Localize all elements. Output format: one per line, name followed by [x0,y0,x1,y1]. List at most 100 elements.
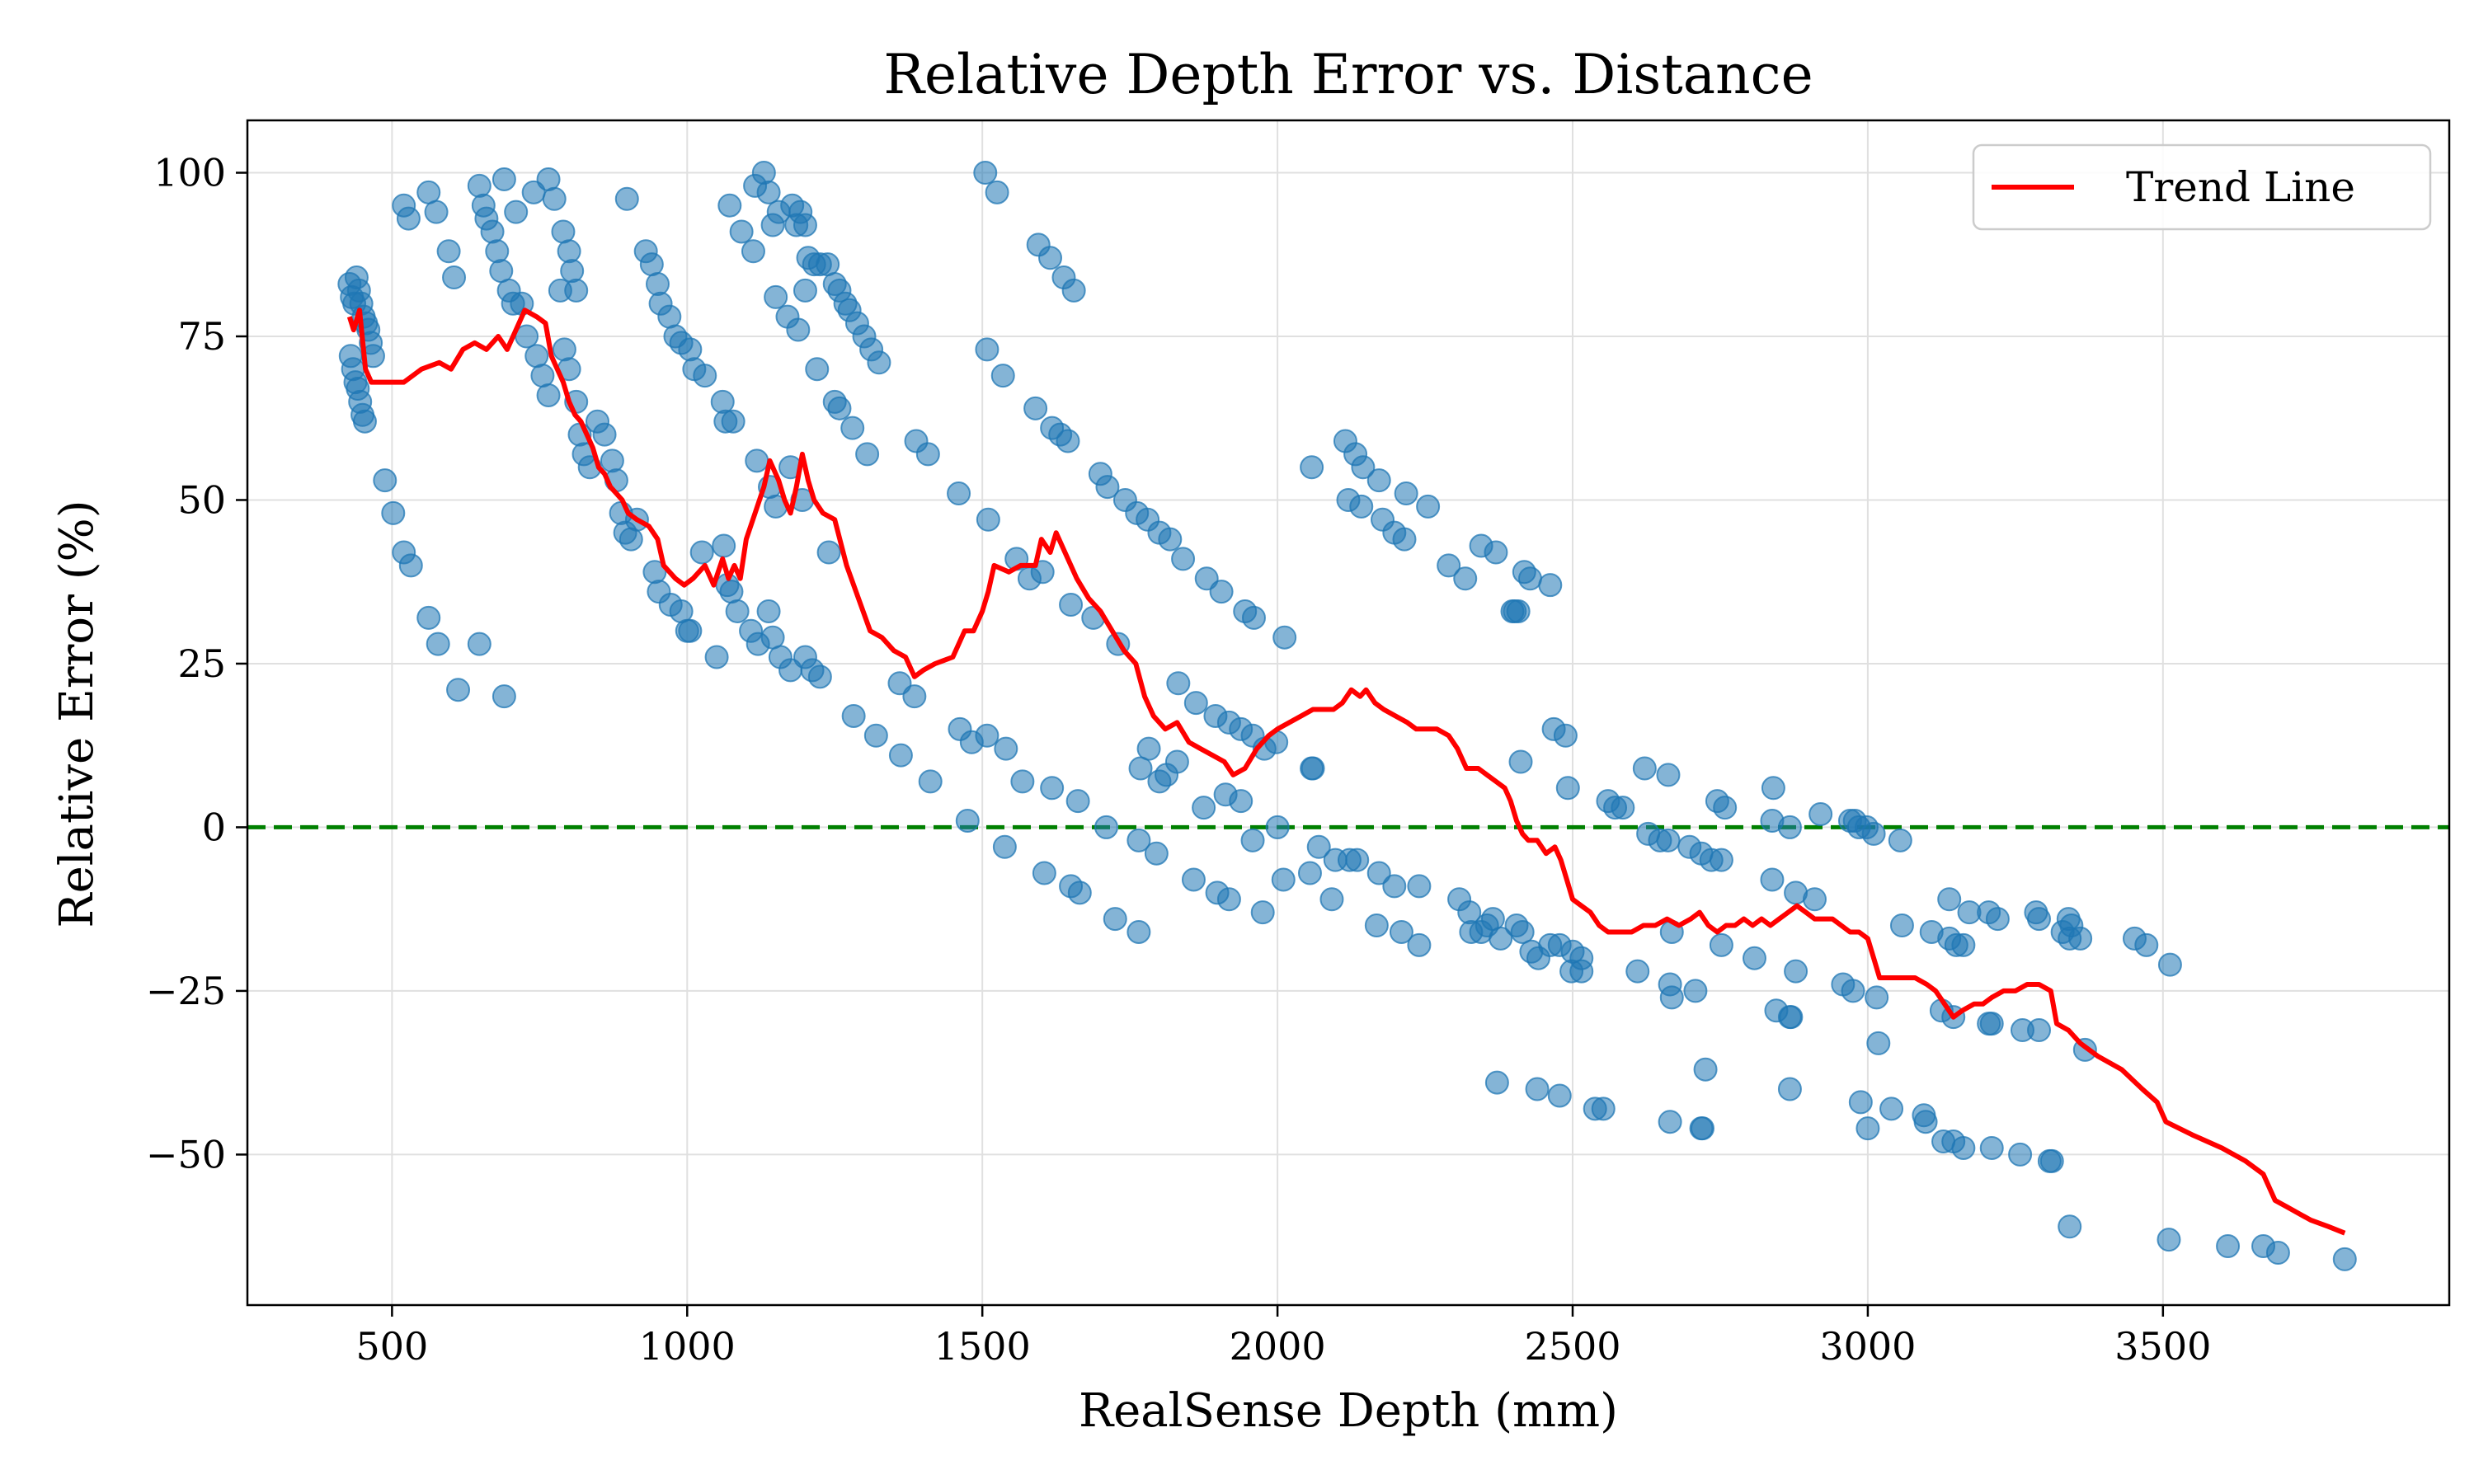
scatter-point-49 [536,167,561,191]
scatter-point-22 [416,605,441,630]
scatter-point-371 [2039,1148,2064,1173]
scatter-point-21 [398,553,423,578]
scatter-point-146 [888,743,913,768]
scatter-point-194 [1032,861,1056,885]
scatter-point-291 [1510,919,1535,944]
scatter-point-216 [1240,828,1265,852]
y-tick-label-25: 25 [177,641,226,686]
y-tick-label-0: 0 [202,805,226,849]
scatter-point-155 [1038,246,1063,270]
scatter-point-234 [1382,874,1407,899]
scatter-point-107 [793,213,817,237]
scatter-point-348 [2068,926,2093,951]
scatter-point-238 [1407,932,1432,957]
x-tick-label-1000: 1000 [639,1324,736,1369]
scatter-point-46 [492,167,516,191]
scatter-point-350 [2134,932,2159,957]
scatter-point-230 [1319,887,1344,912]
scatter-point-89 [678,618,703,643]
y-tick-label--25: −25 [146,969,226,1013]
scatter-point-175 [1241,605,1266,630]
y-tick-label-100: 100 [153,151,226,195]
scatter-point-300 [1625,959,1650,984]
scatter-point-369 [2008,1142,2033,1167]
scatter-point-329 [1888,828,1912,852]
scatter-point-333 [1889,913,1914,938]
scatter-point-145 [863,723,888,748]
scatter-point-33 [467,173,492,198]
scatter-point-17 [352,409,377,434]
scatter-point-328 [1861,821,1886,846]
scatter-point-269 [1656,763,1681,787]
scatter-point-171 [1171,547,1196,571]
scatter-point-96 [717,193,742,218]
scatter-point-94 [719,580,744,604]
scatter-point-303 [1659,985,1684,1010]
scatter-point-78 [678,337,703,362]
x-tick-label-2000: 2000 [1230,1324,1326,1369]
scatter-point-23 [426,632,450,656]
scatter-point-64 [600,448,624,473]
scatter-point-63 [592,422,617,447]
scatter-point-190 [1040,776,1065,801]
scatter-point-199 [1126,919,1151,944]
scatter-point-282 [1808,802,1833,827]
scatter-point-228 [1271,867,1296,892]
scatter-point-204 [1183,691,1208,716]
scatter-point-24 [446,678,471,702]
scatter-point-361 [1979,1135,2004,1160]
scatter-point-143 [807,665,832,689]
scatter-point-213 [1192,796,1216,820]
scatter-point-153 [985,180,1009,204]
scatter-point-43 [524,344,549,369]
scatter-point-92 [712,533,736,558]
scatter-point-158 [975,337,999,362]
scatter-point-119 [867,350,891,375]
scatter-point-18 [373,468,397,493]
scatter-point-331 [1841,979,1865,1003]
scatter-point-177 [947,481,971,506]
x-tick-label-3000: 3000 [1819,1324,1916,1369]
scatter-point-239 [1300,455,1324,480]
scatter-point-226 [1216,887,1241,912]
scatter-point-201 [1136,736,1161,761]
scatter-point-68 [618,527,643,552]
scatter-point-28 [396,206,421,231]
scatter-point-26 [492,684,516,709]
scatter-point-279 [1761,776,1785,801]
scatter-point-72 [639,252,664,277]
scatter-point-305 [1709,932,1733,957]
scatter-point-232 [1345,848,1370,872]
scatter-point-318 [1591,1097,1616,1121]
scatter-point-259 [1517,566,1542,591]
scatter-point-170 [1158,527,1183,552]
scatter-point-237 [1389,919,1413,944]
scatter-point-81 [710,389,735,414]
scatter-point-321 [1690,1116,1714,1141]
scatter-point-53 [560,259,585,284]
scatter-point-188 [994,736,1018,761]
scatter-point-178 [976,507,1000,532]
scatter-point-365 [1979,1012,2004,1036]
scatter-point-192 [955,808,980,833]
scatter-point-353 [1848,1090,1873,1115]
scatter-point-19 [381,500,406,525]
scatter-point-261 [1508,749,1533,774]
scatter-point-151 [902,684,927,709]
scatter-point-227 [1250,900,1275,925]
scatter-point-198 [1103,907,1127,932]
scatter-point-306 [1742,946,1766,970]
scatter-point-144 [841,703,866,728]
scatter-point-212 [1164,749,1189,774]
scatter-point-233 [1366,861,1391,885]
scatter-point-149 [915,442,940,467]
scatter-point-56 [552,337,576,362]
x-axis-label: RealSense Depth (mm) [1079,1384,1618,1438]
scatter-point-372 [2058,1214,2082,1239]
x-tick-label-500: 500 [355,1324,428,1369]
trend-line [346,308,2346,1236]
scatter-point-25 [467,632,492,656]
scatter-point-220 [1306,834,1331,859]
scatter-point-332 [1865,985,1889,1010]
